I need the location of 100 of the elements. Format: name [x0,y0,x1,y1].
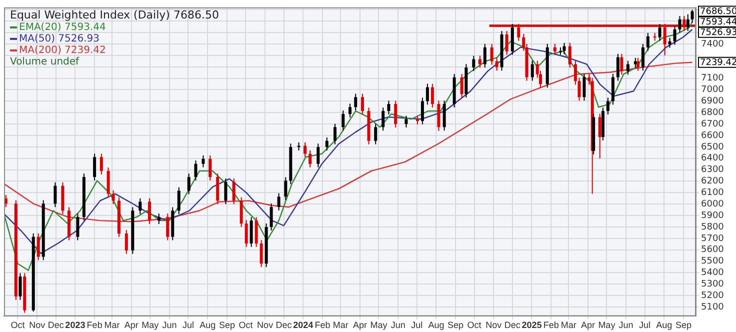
candlestick [505,30,508,56]
candlestick [250,216,253,248]
candlestick [208,154,212,181]
candlestick [553,43,556,56]
candlestick [112,190,115,205]
x-tick-label: Sep [218,320,235,330]
candlestick [636,57,640,72]
x-tick-label: Jun [390,320,406,330]
candlestick [404,115,408,128]
x-tick-label: Dec [276,320,292,330]
x-tick-label: Nov [486,320,502,330]
y-tick-label: 5900 [701,210,724,221]
y-tick-label: 5100 [701,302,724,312]
x-tick-label: Nov [29,320,46,330]
candlestick [100,153,103,175]
candlestick [517,23,520,42]
y-tick-label: 6400 [701,154,724,164]
candlestick [148,198,152,225]
candlestick [420,97,424,125]
candlestick [224,178,228,205]
y-tick-label: 6600 [701,130,724,141]
x-tick-label: Jun [162,320,177,330]
candlestick [166,212,170,241]
legend-label: EMA(20) 7593.44 [19,22,106,33]
y-tick-label: 5200 [701,290,724,301]
x-tick-label: Jul [639,320,651,330]
y-tick-label: 5300 [701,280,724,290]
candlestick [490,43,494,66]
candlestick [686,14,690,32]
x-tick-label: Apr [352,320,367,330]
y-tick-label: 6000 [701,199,724,210]
candlestick [284,176,288,201]
y-tick-label: 6200 [701,176,724,187]
candlestick [76,212,80,241]
candlestick [606,97,610,115]
candlestick [36,232,40,261]
y-tick-label: 5700 [701,234,724,244]
x-tick-label: May [142,320,160,330]
y-tick-label: 5800 [701,222,724,232]
y-tick-label: 7100 [701,74,724,84]
candlestick [562,42,566,55]
y-tick-label: 6700 [701,119,724,130]
x-tick-label: May [370,320,388,330]
candlestick [304,142,307,158]
candlestick [254,216,258,248]
candlestick [568,42,572,68]
candlestick [690,9,694,24]
candlestick [442,100,446,132]
x-tick-label: Nov [257,320,274,330]
x-tick-label: Oct [238,320,254,330]
candlestick [354,93,358,112]
candlestick [232,178,236,205]
candlestick [478,55,482,68]
y-tick-label: 6800 [701,108,724,118]
candlestick [668,37,672,48]
y-tick-label: 7000 [701,85,724,96]
y-tick-label: 5600 [701,245,724,256]
x-tick-label: Mar [104,320,120,330]
candlestick [426,83,429,106]
candlestick [106,167,110,198]
candlestick [495,57,498,72]
candlestick [382,107,385,132]
candlestick [472,55,476,72]
candlestick [124,230,128,254]
candlestick [187,173,190,195]
candlestick [216,173,220,205]
x-tick-label: Dec [48,320,64,330]
candlestick [394,100,398,128]
chart-title: Equal Weighted Index (Daily) 7686.50 [10,8,219,22]
candlestick [342,110,345,132]
candlestick [240,196,243,228]
x-tick-label: 2024 [293,320,314,330]
x-tick-label: 2023 [65,320,86,330]
x-tick-label: Oct [467,320,482,330]
x-tick-label: Aug [200,320,216,330]
x-tick-label: Feb [86,320,102,330]
candlestick [663,23,666,56]
candlestick [673,25,676,46]
candlestick [641,43,644,72]
candlestick [460,73,464,98]
candlestick [620,53,624,76]
candlestick [260,240,263,268]
annotation: 7239.42 [700,58,736,68]
candlestick [530,60,534,82]
candlestick [437,100,440,132]
candlestick [138,198,142,215]
candlestick [626,60,630,76]
x-tick-label: Dec [504,320,521,330]
x-tick-label: Jul [411,320,423,330]
candlestick [177,186,180,215]
candlestick [308,150,312,168]
x-tick-label: Jul [182,320,194,330]
annotation: Volume undef [10,56,80,68]
candlestick [682,15,686,32]
x-tick-label: Jun [618,320,634,330]
y-tick-label: 5400 [701,268,724,278]
candlestick [387,100,390,115]
y-tick-label: 6300 [701,165,724,176]
x-tick-label: Sep [448,320,464,330]
y-tick-label: 6900 [701,96,724,107]
